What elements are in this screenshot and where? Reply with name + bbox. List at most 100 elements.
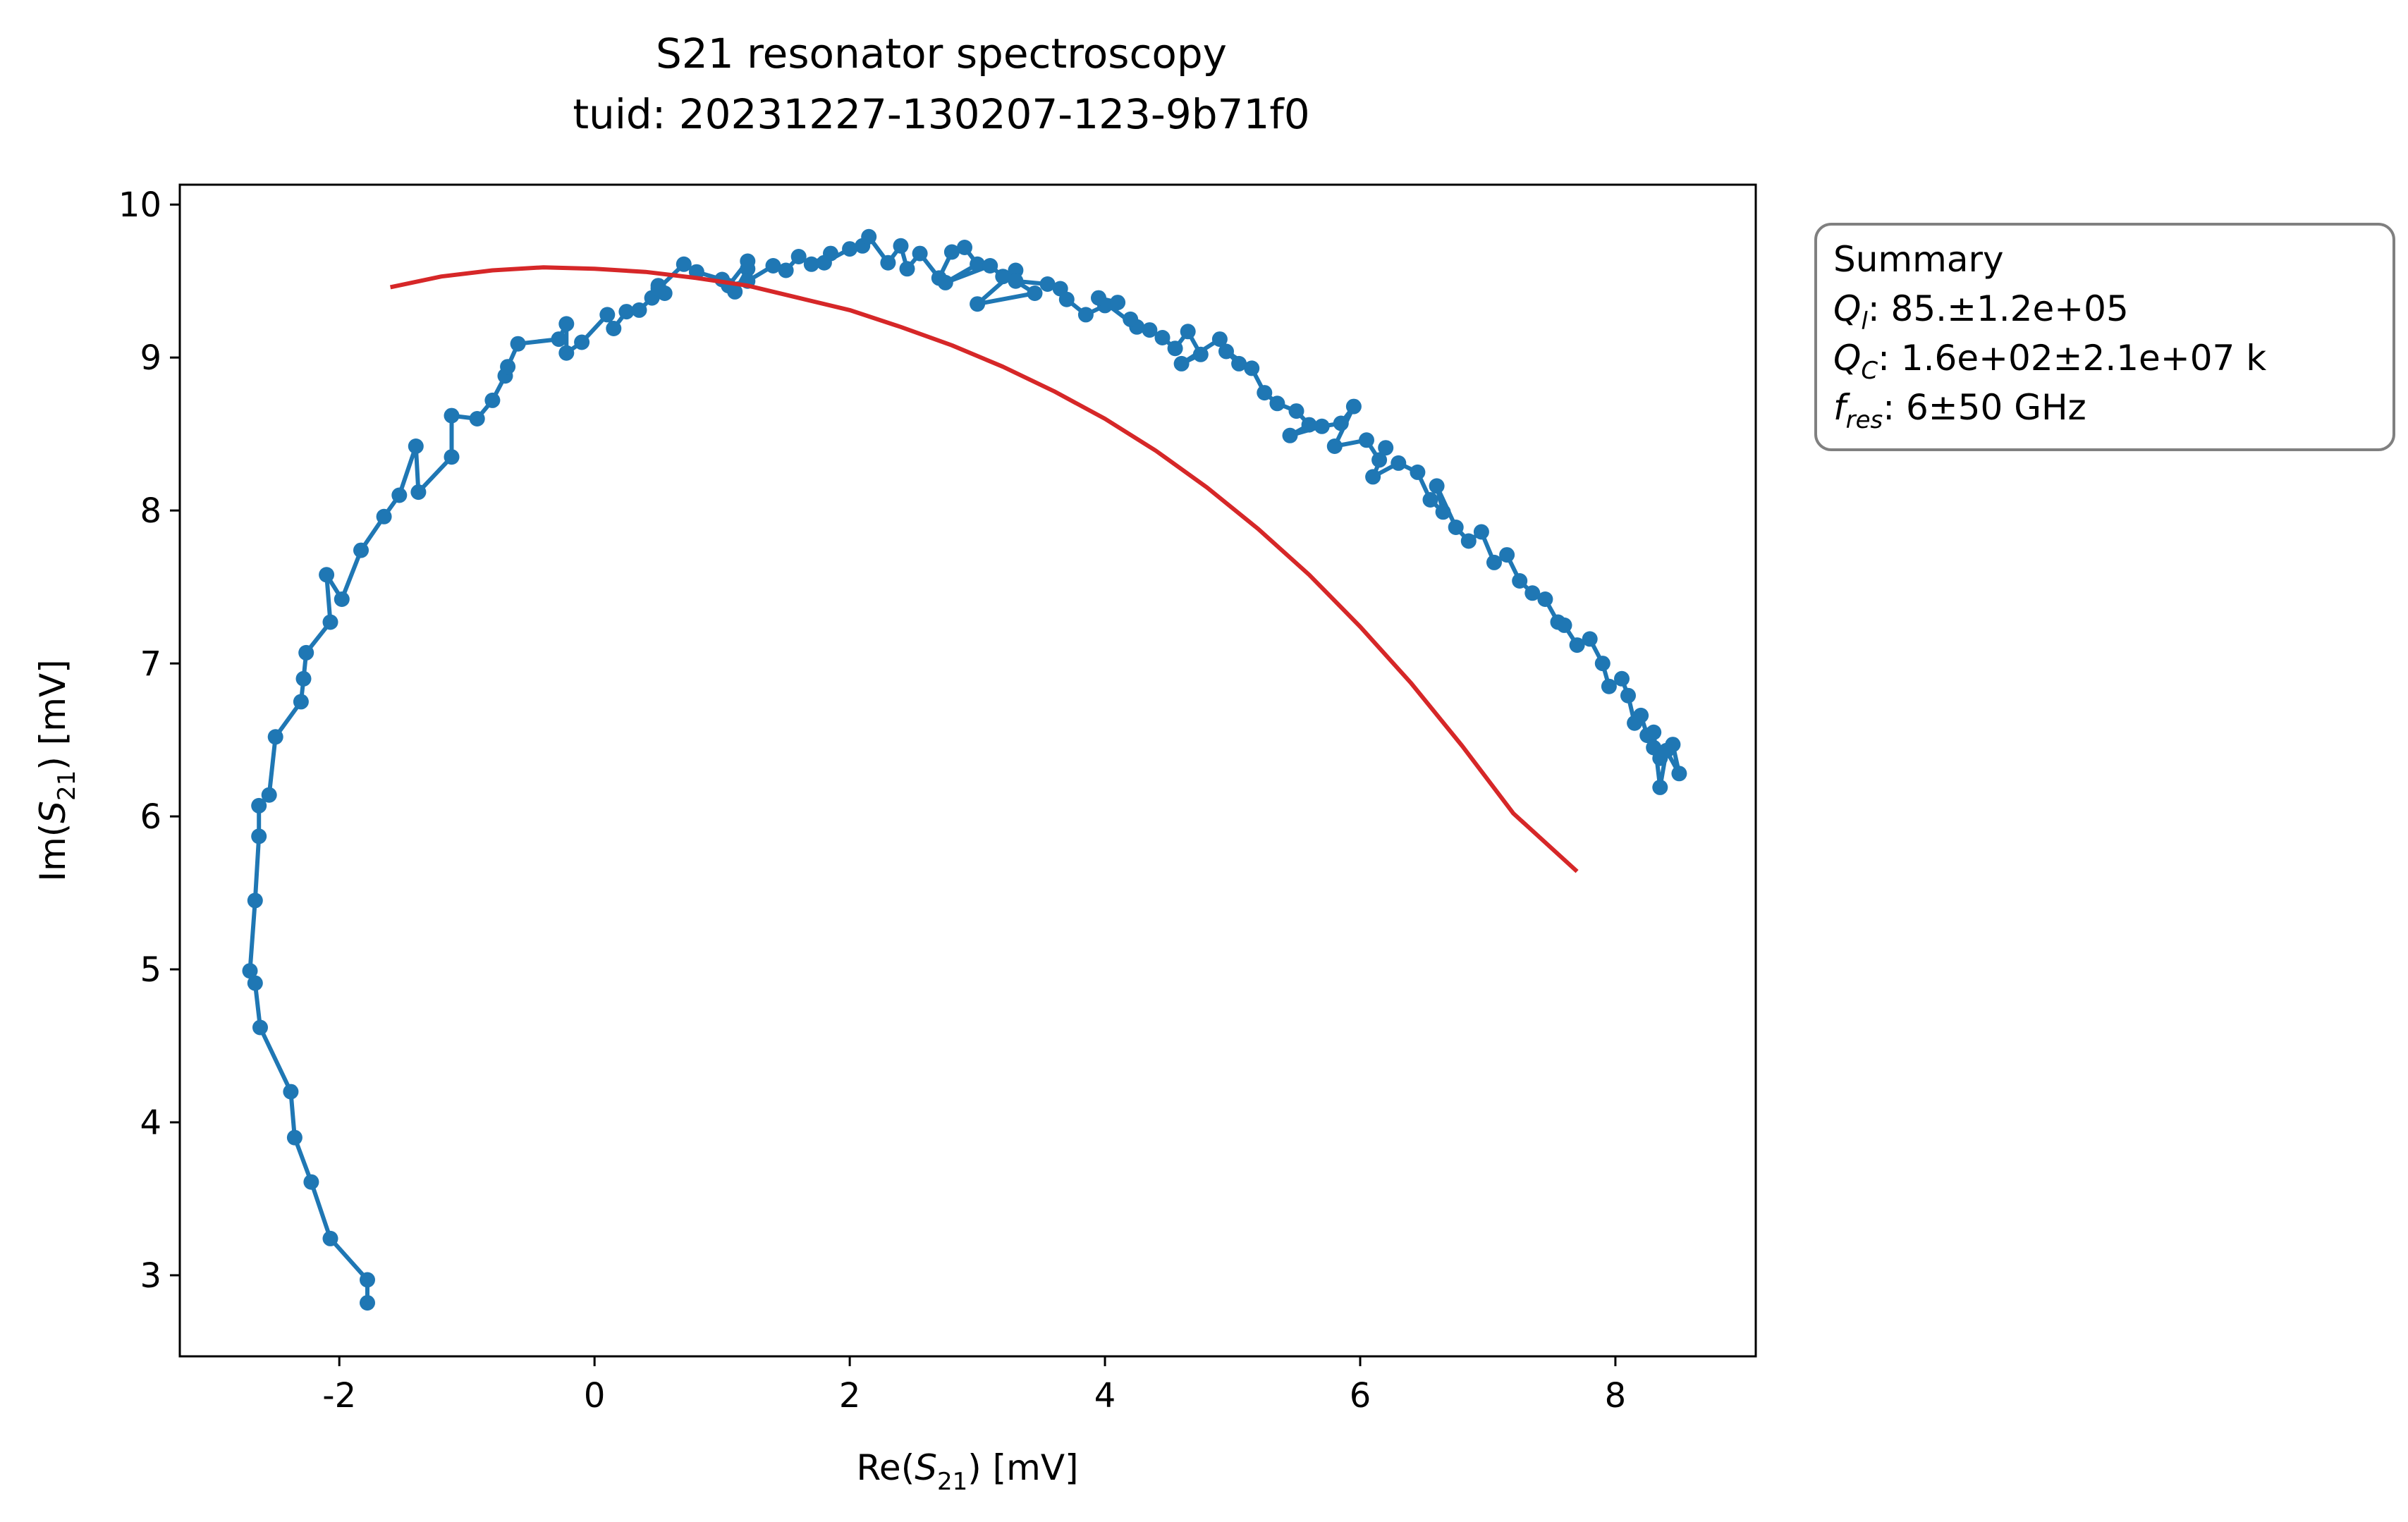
data-point	[334, 591, 350, 607]
y-tick-label: 6	[140, 797, 161, 837]
data-point	[1448, 520, 1464, 535]
data-point	[1371, 452, 1388, 468]
data-point	[599, 307, 616, 323]
data-point	[293, 694, 309, 710]
data-point	[1008, 262, 1024, 278]
summary-line: QC: 1.6e+02±2.1e+07 k	[1833, 338, 2266, 385]
data-point	[1244, 360, 1260, 376]
data-point	[1167, 340, 1183, 357]
data-point	[1211, 331, 1228, 348]
data-point	[267, 729, 283, 745]
data-point	[251, 797, 267, 814]
plot-area	[178, 183, 1757, 1358]
data-point	[444, 407, 460, 424]
data-point	[970, 296, 986, 312]
data-point	[899, 261, 915, 277]
data-series-line	[247, 234, 1682, 1303]
data-point	[1410, 464, 1426, 480]
data-point	[295, 670, 312, 687]
x-tick-label: -2	[322, 1376, 356, 1416]
data-point	[408, 438, 424, 454]
data-point	[1345, 398, 1362, 415]
data-point	[252, 1019, 268, 1036]
data-point	[943, 244, 960, 260]
data-point	[242, 963, 258, 979]
data-point	[803, 256, 819, 272]
data-point	[353, 542, 369, 558]
x-tick-label: 0	[584, 1376, 606, 1416]
data-point	[1435, 504, 1451, 520]
y-tick-label: 4	[140, 1103, 161, 1143]
data-point	[500, 359, 516, 375]
data-point	[1008, 273, 1024, 289]
y-tick-label: 10	[118, 185, 161, 225]
y-tick-label: 8	[140, 491, 161, 531]
data-point	[1429, 478, 1445, 494]
data-point	[1499, 547, 1515, 563]
data-point	[1646, 724, 1662, 740]
data-point	[765, 258, 781, 274]
data-point	[1620, 687, 1636, 704]
data-point	[1269, 395, 1285, 412]
data-point	[1486, 554, 1502, 570]
data-point	[1231, 355, 1247, 372]
data-point	[1123, 311, 1139, 327]
chart-title: S21 resonator spectroscopy	[656, 30, 1227, 78]
data-point	[1142, 322, 1158, 338]
y-axis-title: Im(S21) [mV]	[32, 659, 81, 881]
data-point	[880, 254, 896, 271]
data-point	[1218, 343, 1234, 360]
data-point	[1039, 276, 1056, 292]
data-point	[1058, 291, 1075, 307]
chart-subtitle: tuid: 20231227-130207-123-9b71f0	[573, 90, 1309, 138]
data-point	[1556, 617, 1572, 633]
y-tick-label: 3	[140, 1256, 161, 1296]
x-axis-title: Re(S21) [mV]	[856, 1447, 1078, 1496]
data-point	[484, 392, 501, 408]
data-point	[816, 254, 832, 271]
data-point	[1601, 678, 1617, 694]
data-point	[510, 336, 526, 352]
data-point	[1658, 742, 1675, 759]
x-tick-label: 6	[1350, 1376, 1371, 1416]
data-point	[247, 975, 263, 991]
data-point	[861, 228, 877, 245]
y-tick-label: 9	[140, 338, 161, 378]
data-point	[574, 334, 590, 350]
data-point	[790, 249, 807, 264]
data-point	[322, 1230, 338, 1246]
data-point	[778, 262, 794, 278]
data-point	[937, 274, 953, 290]
data-point	[1288, 403, 1304, 419]
fit-series-line	[389, 265, 1579, 873]
data-point	[1422, 492, 1438, 508]
data-point	[676, 256, 692, 272]
plot-marks	[242, 228, 1687, 1311]
data-point	[1569, 637, 1585, 653]
data-point	[1192, 346, 1209, 362]
summary-line: fres: 6±50 GHz	[1833, 387, 2086, 434]
x-tick-label: 4	[1094, 1376, 1116, 1416]
data-point	[376, 508, 392, 524]
data-point	[322, 614, 338, 630]
data-point	[558, 316, 575, 332]
data-point	[1301, 417, 1317, 433]
summary-heading: Summary	[1833, 239, 2004, 280]
data-point	[1180, 324, 1196, 340]
data-point	[360, 1272, 375, 1288]
data-point	[391, 487, 408, 503]
data-point	[298, 644, 314, 661]
data-point	[469, 411, 485, 426]
data-point	[1614, 670, 1630, 687]
data-point	[1326, 438, 1343, 454]
data-point	[1460, 533, 1477, 549]
data-point	[970, 256, 986, 272]
data-point	[558, 345, 575, 361]
axis-ticks: -2 0 2 4 6 8 3 4 5 6 7 8 9 10	[118, 185, 1626, 1416]
data-point	[606, 321, 622, 336]
data-point	[1027, 286, 1043, 301]
data-point	[251, 828, 267, 845]
data-point	[303, 1174, 319, 1190]
data-point	[1365, 469, 1381, 485]
